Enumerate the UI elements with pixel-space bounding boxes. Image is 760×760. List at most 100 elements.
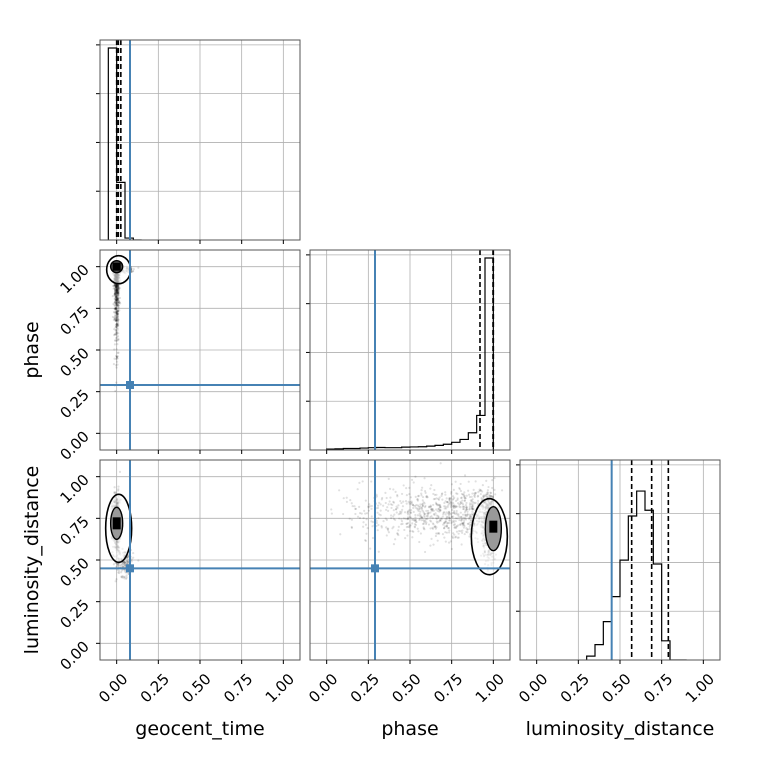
sample-point: [116, 363, 119, 366]
sample-point: [116, 324, 119, 328]
sample-point: [406, 534, 409, 537]
sample-point: [451, 501, 454, 504]
sample-point: [438, 532, 441, 535]
sample-point: [414, 513, 417, 517]
sample-point: [443, 521, 447, 524]
sample-point: [405, 522, 409, 525]
sample-point: [115, 302, 119, 305]
sample-point: [443, 526, 446, 530]
sample-point: [380, 498, 383, 501]
sample-point: [418, 512, 421, 515]
sample-point: [114, 298, 117, 302]
sample-point: [362, 525, 365, 528]
sample-point: [361, 480, 364, 483]
sample-point: [116, 297, 119, 300]
sample-point: [423, 514, 426, 517]
sample-point: [421, 522, 425, 526]
sample-point: [115, 312, 118, 315]
sample-point: [389, 496, 392, 499]
sample-point: [391, 527, 394, 530]
sample-point: [414, 518, 417, 522]
sample-point: [367, 509, 370, 512]
sample-point: [423, 506, 427, 509]
sample-point: [116, 293, 120, 296]
sample-point: [449, 497, 452, 500]
sample-point: [115, 319, 118, 322]
sample-point: [414, 506, 417, 509]
sample-point: [125, 574, 128, 577]
sample-point: [427, 523, 431, 526]
sample-point: [402, 484, 405, 487]
sample-point: [408, 524, 411, 527]
sample-point: [116, 291, 119, 295]
sample-point: [114, 333, 117, 336]
sample-point: [112, 310, 116, 314]
sample-point: [389, 503, 393, 506]
sample-point: [115, 295, 118, 298]
sample-point: [486, 493, 489, 496]
sample-point: [113, 491, 116, 494]
sample-point: [392, 500, 395, 503]
sample-point: [465, 508, 468, 511]
sample-point: [113, 305, 116, 308]
sample-point: [114, 326, 117, 329]
sample-point: [448, 521, 451, 525]
sample-point: [130, 558, 133, 561]
sample-point: [452, 523, 455, 527]
sample-point: [116, 317, 120, 320]
sample-point: [418, 540, 421, 544]
sample-point: [462, 516, 465, 519]
sample-point: [438, 506, 441, 509]
histogram-step: [586, 490, 687, 660]
sample-point: [469, 515, 472, 518]
sample-point: [474, 493, 477, 496]
sample-point: [471, 503, 474, 506]
sample-point: [124, 561, 128, 564]
sample-point: [464, 508, 468, 511]
sample-point: [439, 509, 442, 512]
sample-point: [468, 495, 472, 499]
sample-point: [370, 504, 373, 508]
sample-point: [400, 492, 404, 496]
sample-point: [116, 288, 119, 291]
sample-point: [429, 527, 432, 530]
sample-point: [116, 311, 119, 315]
sample-point: [443, 501, 446, 505]
sample-point: [115, 331, 119, 334]
sample-point: [115, 286, 118, 289]
sample-point: [411, 518, 414, 521]
sample-point: [116, 287, 119, 290]
sample-point: [453, 504, 456, 507]
sample-point: [444, 517, 447, 520]
sample-point: [113, 303, 116, 307]
sample-point: [116, 286, 119, 289]
sample-point: [416, 504, 420, 507]
sample-point: [452, 502, 455, 505]
sample-point: [389, 514, 393, 517]
sample-point: [382, 504, 385, 507]
sample-point: [360, 512, 363, 515]
sample-point: [117, 332, 120, 335]
sample-point: [438, 504, 442, 507]
sample-point: [115, 284, 118, 287]
sample-point: [115, 284, 118, 287]
sample-point: [116, 338, 119, 341]
sample-point: [117, 291, 120, 294]
sample-point: [392, 543, 396, 546]
sample-point: [459, 500, 462, 503]
sample-point: [466, 528, 469, 531]
sample-point: [473, 502, 476, 505]
sample-point: [474, 491, 477, 495]
sample-point: [348, 517, 351, 520]
sample-point: [387, 531, 391, 534]
sample-point: [117, 318, 120, 321]
sample-point: [364, 539, 367, 542]
sample-point: [419, 515, 423, 519]
sample-point: [459, 489, 463, 493]
sample-point: [453, 512, 457, 515]
sample-point: [338, 489, 341, 492]
sample-point: [113, 307, 117, 310]
sample-point: [114, 333, 117, 336]
sample-point: [115, 348, 118, 351]
sample-point: [137, 559, 140, 562]
